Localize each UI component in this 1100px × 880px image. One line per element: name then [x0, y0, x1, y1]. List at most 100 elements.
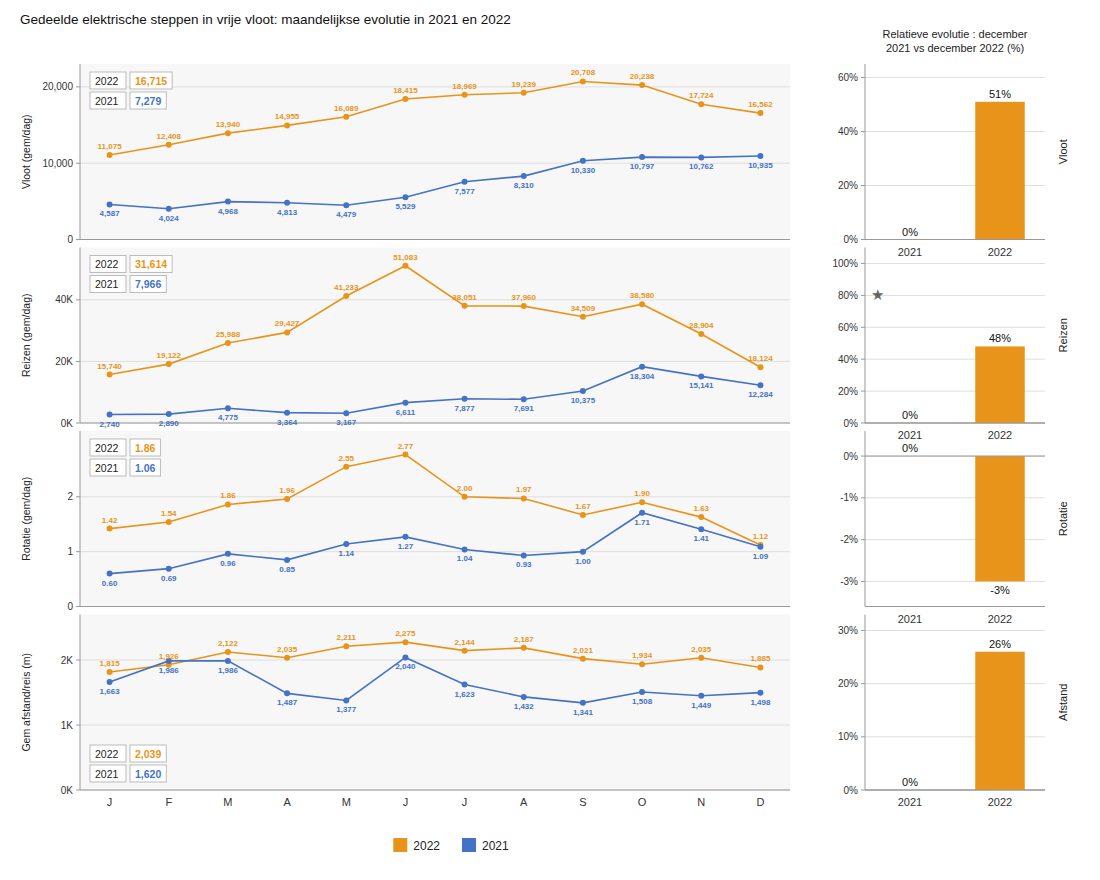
annotation-box [90, 765, 126, 782]
y-tick-label: -2% [840, 534, 858, 545]
annotation-box [130, 92, 166, 109]
point [462, 303, 468, 309]
point [580, 700, 586, 706]
point [402, 96, 408, 102]
annotation-text: 2,039 [135, 748, 161, 760]
y-axis-line [865, 615, 866, 791]
grid-line [80, 725, 790, 726]
y-tick [861, 185, 865, 186]
y-tick [861, 391, 865, 392]
data-label: 2,144 [455, 638, 476, 647]
x-tick-label: 2022 [988, 613, 1012, 625]
y-tick-label: 0K [61, 785, 74, 796]
panel-title: Relatieve evolutie : december2021 vs dec… [883, 28, 1028, 54]
y-tick [861, 239, 865, 240]
point [284, 410, 290, 416]
bar [975, 102, 1025, 240]
x-tick-label: A [520, 796, 528, 808]
y-tick-label: -3% [840, 576, 858, 587]
point [225, 658, 231, 664]
point [284, 122, 290, 128]
point [462, 396, 468, 402]
x-axis-line [865, 790, 1045, 791]
y-tick [861, 790, 865, 791]
data-label: 10,797 [630, 162, 655, 171]
point [284, 690, 290, 696]
y-tick-label: 1 [67, 546, 73, 557]
data-group [107, 639, 764, 706]
data-label: 1.96 [279, 486, 295, 495]
y-axis-label: Afstand [1057, 684, 1069, 721]
data-label: 12,284 [748, 390, 773, 399]
y-tick-label: 1K [61, 720, 74, 731]
annotation-box [90, 439, 126, 456]
y-tick [861, 131, 865, 132]
annotation-box [130, 459, 160, 476]
plot-background [80, 64, 790, 240]
x-tick-label: J [462, 796, 468, 808]
point [580, 512, 586, 518]
point [639, 364, 645, 370]
data-label: 1,508 [632, 697, 653, 706]
y-tick-label: 20,000 [42, 81, 73, 92]
point [580, 314, 586, 320]
y-axis-label: Reizen (gem/dag) [20, 294, 32, 377]
y-tick [76, 660, 80, 661]
y-tick-label: 20K [55, 356, 73, 367]
series-line [110, 266, 761, 375]
point [639, 510, 645, 516]
y-tick [861, 456, 865, 457]
point [521, 552, 527, 558]
point [402, 400, 408, 406]
data-label: 10,935 [748, 161, 773, 170]
x-tick-label: 2022 [988, 429, 1012, 441]
point [284, 557, 290, 563]
point [639, 301, 645, 307]
point [580, 656, 586, 662]
data-label: 1.90 [634, 489, 650, 498]
x-axis-line [865, 606, 1045, 607]
point [402, 534, 408, 540]
annotation-text: 1.86 [135, 442, 156, 454]
point [757, 364, 763, 370]
legend-swatch [393, 838, 407, 852]
y-tick [76, 86, 80, 87]
x-axis-line [80, 606, 790, 607]
data-label: 28,904 [689, 321, 714, 330]
point [580, 78, 586, 84]
title-line: 2021 vs december 2022 (%) [886, 42, 1024, 54]
point [698, 373, 704, 379]
data-label: 17,724 [689, 91, 714, 100]
data-label: 1.14 [338, 549, 354, 558]
bar-panel: 0%10%20%30%20212022Afstand0%26% [838, 615, 1069, 809]
y-tick-label: 40% [838, 354, 858, 365]
series-line [110, 81, 761, 155]
point [284, 200, 290, 206]
data-label: 10,762 [689, 162, 714, 171]
bar [975, 456, 1025, 581]
x-tick-label: O [638, 796, 647, 808]
point [580, 388, 586, 394]
data-label: 48% [989, 332, 1011, 344]
series-line [110, 513, 761, 574]
data-label: 7,691 [514, 404, 535, 413]
data-label: 0.96 [220, 559, 236, 568]
bar [975, 652, 1025, 790]
data-label: 51,083 [393, 253, 418, 262]
point [462, 494, 468, 500]
data-label: 19,239 [512, 80, 537, 89]
x-axis-line [865, 239, 1045, 240]
point [166, 519, 172, 525]
data-label: 0% [902, 776, 918, 788]
point [343, 202, 349, 208]
line-panel: 010,00020,000Vloot (gem/dag)11,07512,408… [20, 64, 790, 245]
point [343, 541, 349, 547]
y-axis-label: Vloot (gem/dag) [20, 114, 32, 189]
point [284, 329, 290, 335]
data-label: 41,233 [334, 283, 359, 292]
point [698, 693, 704, 699]
x-tick-label: M [223, 796, 232, 808]
y-tick [861, 497, 865, 498]
point [343, 643, 349, 649]
y-axis-line [865, 248, 866, 424]
